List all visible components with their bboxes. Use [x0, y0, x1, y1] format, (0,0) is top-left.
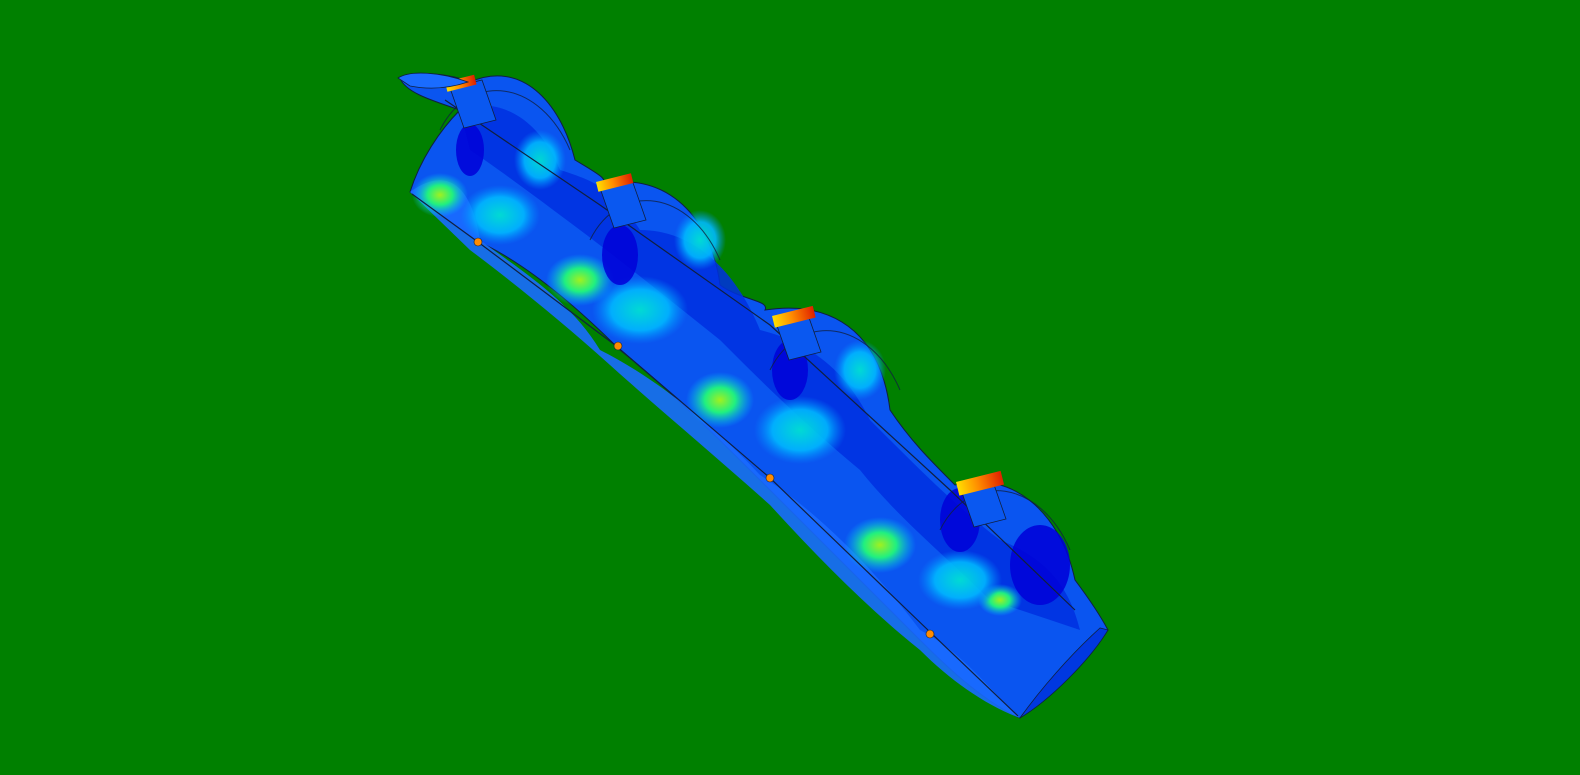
contour-cool-region [918, 550, 1002, 610]
corrugation-ridge-line [939, 490, 1071, 551]
contour-warm-region [686, 372, 754, 428]
contour-cool-region [754, 396, 846, 464]
stress-hotspot [595, 173, 634, 192]
stress-concentration-point [765, 473, 775, 483]
contour-cool-region [460, 185, 540, 245]
stress-hotspot [771, 305, 816, 328]
stress-hotspot [955, 470, 1005, 496]
contour-warm-region [546, 254, 614, 306]
contour-low-region [602, 225, 638, 285]
contour-cool-region [834, 340, 886, 400]
contour-low-region [456, 124, 484, 176]
corrugation-ridge-line [589, 200, 721, 261]
contour-warm-region [412, 173, 468, 217]
stress-concentration-point [613, 341, 623, 351]
tube-cut-surface [410, 180, 1020, 718]
tube-end-lip-top [397, 72, 470, 89]
contour-cool-region [674, 210, 726, 270]
stress-concentration-point [925, 629, 935, 639]
corrugation-ridge-line [769, 330, 901, 391]
contour-low-region [1010, 525, 1070, 605]
contour-warm-region [844, 517, 916, 573]
contour-cool-region [514, 130, 566, 190]
corrugated-tube-model[interactable] [397, 72, 1109, 719]
top-seam-line [444, 99, 1076, 611]
tube-end-opening-bottom [1019, 627, 1109, 719]
corrugation-ridge-line [439, 90, 571, 151]
bottom-seam-line [411, 193, 1019, 717]
contour-cool-region [592, 276, 688, 344]
stress-concentration-point [473, 237, 483, 247]
